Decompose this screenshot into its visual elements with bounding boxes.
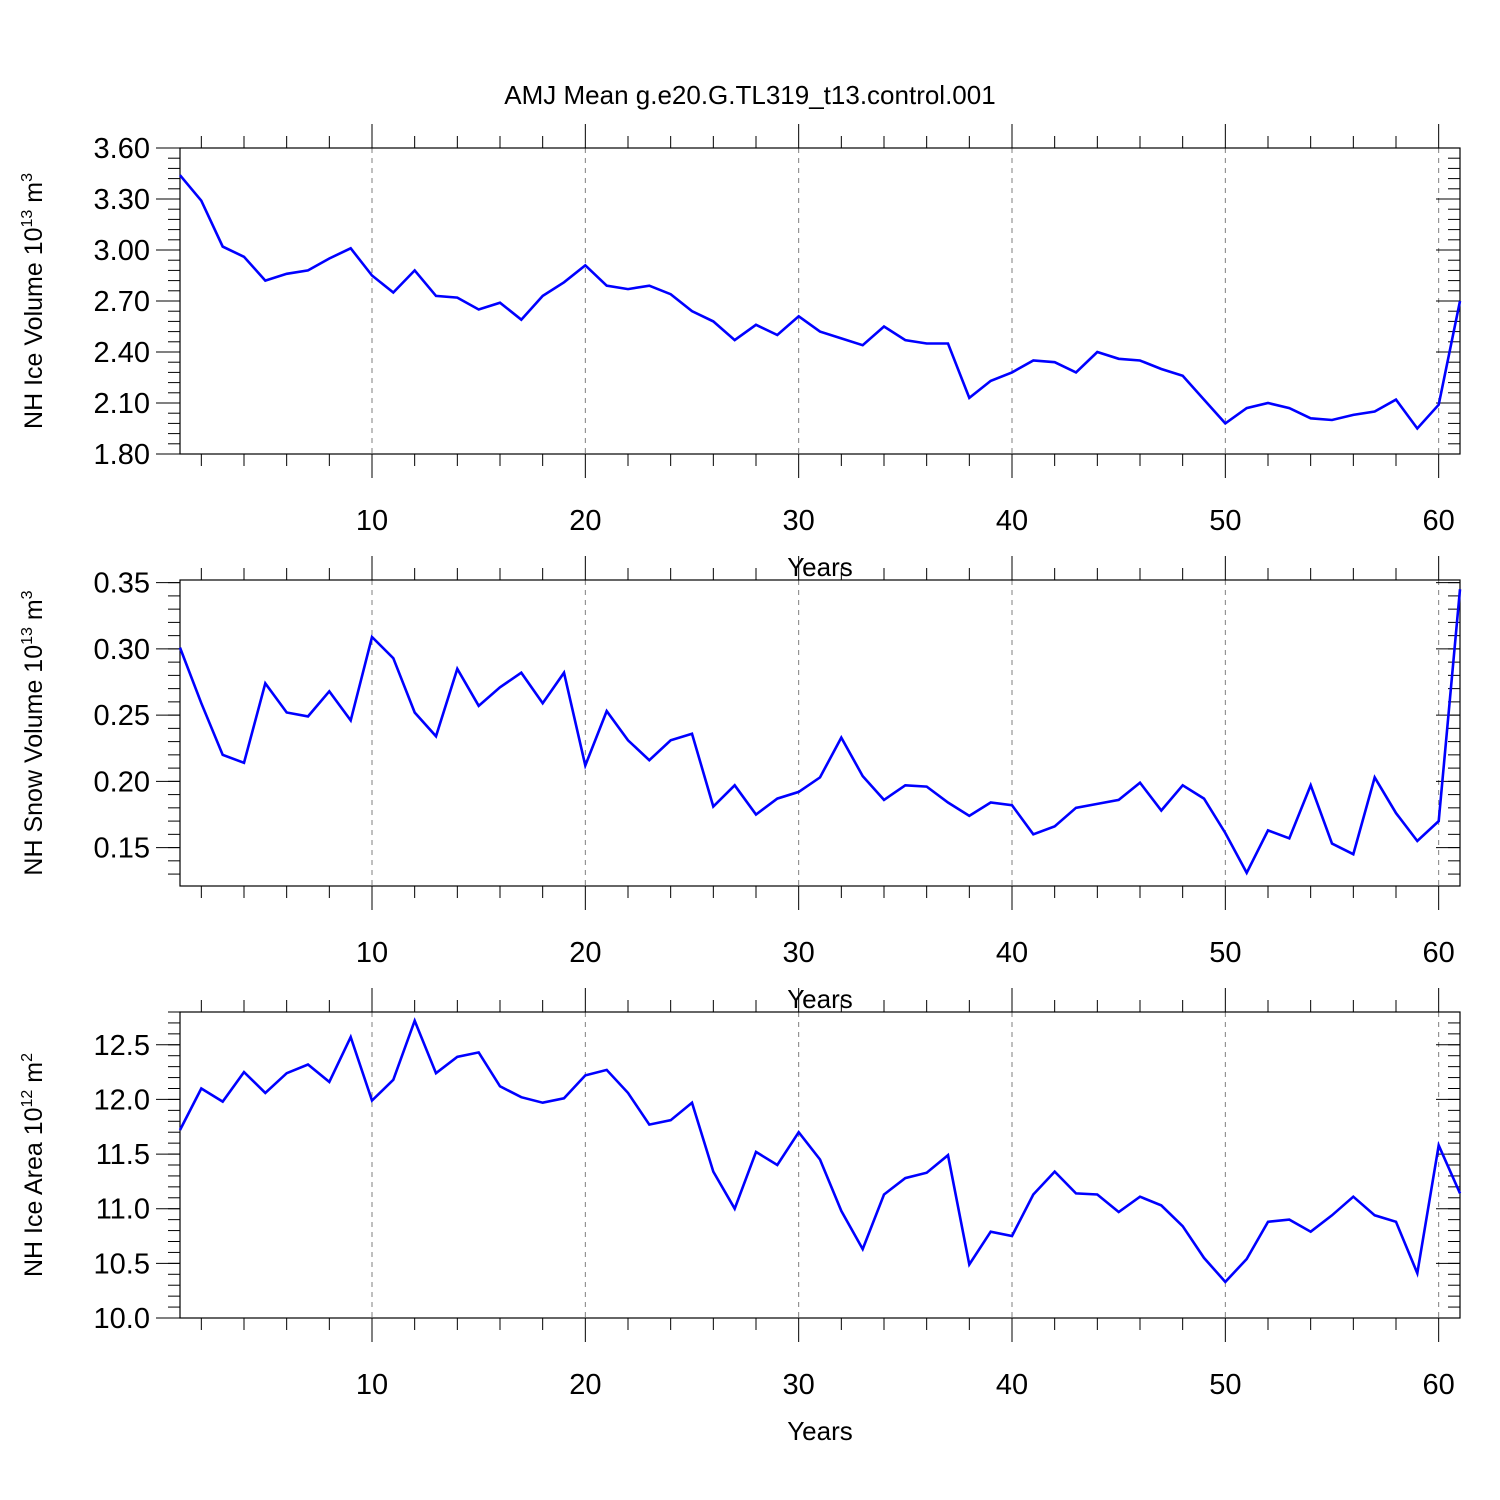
y-tick-label: 10.0 [94, 1303, 150, 1335]
x-tick-label: 20 [569, 937, 601, 969]
x-tick-label: 30 [783, 1369, 815, 1401]
y-tick-label: 0.15 [94, 833, 150, 865]
series-line [178, 589, 1462, 876]
y-tick-label: 1.80 [94, 439, 150, 471]
x-tick-label: 40 [996, 1369, 1028, 1401]
y-axis-title: NH Ice Volume 1013 m3 [19, 173, 48, 429]
x-tick-label: 60 [1423, 937, 1455, 969]
y-axis-title-text: m [20, 599, 48, 627]
y-axis-title-superscript: 13 [19, 627, 36, 645]
y-tick-label: 3.30 [94, 184, 150, 216]
x-tick-label: 50 [1209, 937, 1241, 969]
y-tick-label: 0.30 [94, 634, 150, 666]
y-tick-label: 0.20 [94, 766, 150, 798]
x-tick-label: 30 [783, 937, 815, 969]
y-tick-label: 11.5 [96, 1139, 150, 1171]
y-tick-label: 10.5 [94, 1248, 150, 1280]
x-tick-label: 40 [996, 937, 1028, 969]
x-axis-title: Years [787, 984, 853, 1014]
y-tick-label: 0.35 [94, 568, 150, 600]
y-tick-label: 3.00 [94, 235, 150, 267]
figure-title: AMJ Mean g.e20.G.TL319_t13.control.001 [504, 80, 996, 110]
x-tick-label: 20 [569, 1369, 601, 1401]
y-tick-label: 11.0 [96, 1194, 150, 1226]
x-tick-label: 50 [1209, 505, 1241, 537]
y-tick-label: 12.0 [94, 1084, 150, 1116]
y-axis-title-text: m [20, 1062, 48, 1090]
y-axis-title-superscript: 3 [19, 590, 36, 599]
plot-frame [179, 579, 1461, 887]
y-axis-title: NH Snow Volume 1013 m3 [19, 590, 48, 875]
y-tick-label: 2.40 [94, 337, 150, 369]
chart-panel-3: 10 20 30 40 50 60 Years 10.0 10.5 11.0 11.5 12.0 12.… [19, 988, 1462, 1446]
x-tick-label: 20 [569, 505, 601, 537]
y-axis-title-superscript: 3 [19, 173, 36, 182]
x-tick-label: 10 [356, 1369, 388, 1401]
chart-panel-1: 10 20 30 40 50 60 Years 1.80 2.10 2.40 2.70 3.00 3.3… [19, 124, 1462, 582]
y-tick-label: 12.5 [94, 1030, 150, 1062]
y-axis-title-superscript: 2 [19, 1053, 36, 1062]
x-tick-label: 40 [996, 505, 1028, 537]
y-axis-title-superscript: 13 [19, 210, 36, 228]
y-axis-title-superscript: 12 [19, 1090, 36, 1108]
y-axis-title-text: m [20, 182, 48, 210]
y-axis-title-text: NH Ice Volume 10 [20, 227, 48, 429]
chart-panel-2: 10 20 30 40 50 60 Years 0.15 0.20 0.25 0.30 0.35 NH … [19, 556, 1462, 1014]
y-axis-title: NH Ice Area 1012 m2 [19, 1053, 48, 1277]
x-axis-title: Years [787, 552, 853, 582]
x-tick-label: 50 [1209, 1369, 1241, 1401]
y-tick-label: 2.10 [94, 388, 150, 420]
series-line [178, 1017, 1462, 1284]
x-tick-label: 30 [783, 505, 815, 537]
y-tick-label: 3.60 [94, 133, 150, 165]
y-tick-label: 2.70 [94, 286, 150, 318]
x-tick-label: 60 [1423, 1369, 1455, 1401]
y-tick-label: 0.25 [94, 700, 150, 732]
x-tick-label: 60 [1423, 505, 1455, 537]
x-tick-label: 10 [356, 937, 388, 969]
x-tick-label: 10 [356, 505, 388, 537]
y-axis-title-text: NH Ice Area 10 [20, 1107, 48, 1277]
y-axis-title-text: NH Snow Volume 10 [20, 645, 48, 876]
x-axis-title: Years [787, 1416, 853, 1446]
